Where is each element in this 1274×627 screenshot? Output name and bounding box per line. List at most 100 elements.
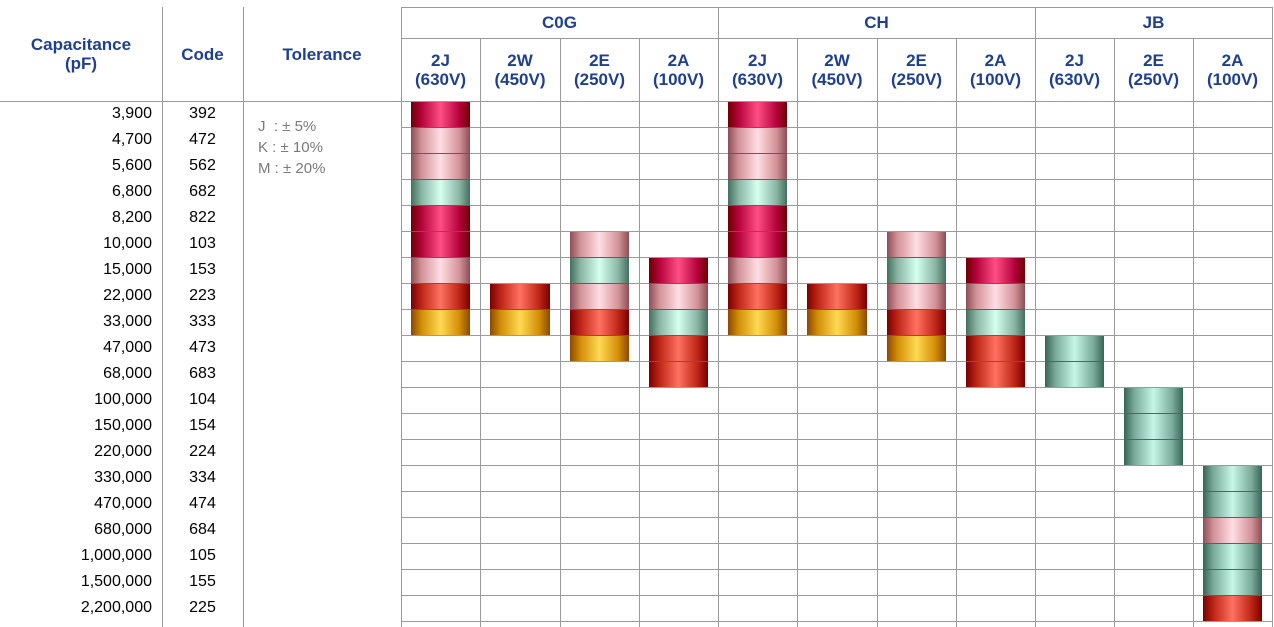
band-divider xyxy=(570,309,629,310)
availability-band xyxy=(1203,466,1262,491)
capacitance-code: 155 xyxy=(189,573,216,590)
grid-line xyxy=(401,205,1272,206)
availability-band xyxy=(1124,440,1183,465)
availability-band xyxy=(570,336,629,361)
capacitance-value: 4,700 xyxy=(111,131,152,148)
grid-line xyxy=(0,101,1272,102)
capacitance-code: 822 xyxy=(189,209,216,226)
availability-band xyxy=(411,206,470,231)
availability-band xyxy=(570,258,629,283)
header-rated-voltage: 2J (630V) xyxy=(414,50,467,89)
capacitance-code: 562 xyxy=(189,157,216,174)
band-divider xyxy=(1203,569,1262,570)
tolerance-item: M : ± 20% xyxy=(258,160,326,177)
availability-band xyxy=(1203,492,1262,517)
grid-line xyxy=(401,595,1272,596)
availability-band xyxy=(1203,544,1262,569)
capacitance-value: 470,000 xyxy=(94,495,152,512)
band-divider xyxy=(1203,491,1262,492)
capacitance-value: 8,200 xyxy=(111,209,152,226)
capacitance-code: 473 xyxy=(189,339,216,356)
grid-line xyxy=(401,38,1272,39)
grid-line xyxy=(956,38,957,627)
grid-line xyxy=(401,569,1272,570)
band-divider xyxy=(411,231,470,232)
grid-line xyxy=(1114,38,1115,627)
availability-band xyxy=(570,310,629,335)
grid-line xyxy=(797,38,798,627)
grid-line xyxy=(560,38,561,627)
header-group-ch: CH xyxy=(864,13,889,32)
band-divider xyxy=(966,309,1025,310)
availability-band xyxy=(649,258,708,283)
band-divider xyxy=(887,283,946,284)
availability-band xyxy=(411,232,470,257)
capacitance-code: 105 xyxy=(189,547,216,564)
band-divider xyxy=(728,127,787,128)
capacitance-value: 3,900 xyxy=(111,105,152,122)
band-divider xyxy=(966,283,1025,284)
capacitance-value: 10,000 xyxy=(103,235,152,252)
grid-line xyxy=(401,413,1272,414)
availability-band xyxy=(1203,596,1262,621)
capacitance-value: 1,000,000 xyxy=(80,547,152,564)
availability-band xyxy=(1045,336,1104,361)
availability-band xyxy=(570,232,629,257)
availability-band xyxy=(1203,518,1262,543)
capacitance-value: 330,000 xyxy=(94,469,152,486)
band-divider xyxy=(649,309,708,310)
availability-band xyxy=(1124,414,1183,439)
availability-band xyxy=(728,180,787,205)
band-divider xyxy=(411,309,470,310)
grid-line xyxy=(1272,7,1273,627)
header-rated-voltage: 2E (250V) xyxy=(890,50,943,89)
capacitance-value: 150,000 xyxy=(94,417,152,434)
band-divider xyxy=(411,257,470,258)
capacitance-value: 1,500,000 xyxy=(80,573,152,590)
band-divider xyxy=(966,335,1025,336)
grid-line xyxy=(401,491,1272,492)
availability-band xyxy=(887,310,946,335)
grid-line xyxy=(401,439,1272,440)
availability-band xyxy=(411,258,470,283)
availability-band xyxy=(490,310,550,335)
band-divider xyxy=(1124,413,1183,414)
band-divider xyxy=(728,283,787,284)
header-rated-voltage: 2J (630V) xyxy=(731,50,784,89)
availability-band xyxy=(490,284,550,309)
band-divider xyxy=(570,283,629,284)
capacitance-value: 6,800 xyxy=(111,183,152,200)
capacitance-value: 33,000 xyxy=(103,313,152,330)
band-divider xyxy=(649,283,708,284)
header-rated-voltage: 2W (450V) xyxy=(494,50,546,89)
availability-band xyxy=(728,232,787,257)
availability-band xyxy=(728,154,787,179)
grid-line xyxy=(401,7,402,627)
band-divider xyxy=(728,153,787,154)
band-divider xyxy=(887,257,946,258)
capacitance-value: 15,000 xyxy=(103,261,152,278)
availability-band xyxy=(887,336,946,361)
capacitance-code: 472 xyxy=(189,131,216,148)
availability-band xyxy=(966,258,1025,283)
band-divider xyxy=(411,179,470,180)
availability-band xyxy=(887,232,946,257)
band-divider xyxy=(411,153,470,154)
band-divider xyxy=(1045,361,1104,362)
availability-band xyxy=(728,258,787,283)
capacitance-code: 104 xyxy=(189,391,216,408)
capacitance-value: 2,200,000 xyxy=(80,599,152,616)
availability-band xyxy=(1045,362,1104,387)
band-divider xyxy=(728,231,787,232)
capacitance-code: 684 xyxy=(189,521,216,538)
band-divider xyxy=(728,257,787,258)
availability-band xyxy=(570,284,629,309)
capacitance-code: 682 xyxy=(189,183,216,200)
availability-band xyxy=(887,258,946,283)
grid-line xyxy=(401,335,1272,336)
header-rated-voltage: 2W (450V) xyxy=(811,50,863,89)
band-divider xyxy=(570,335,629,336)
availability-band xyxy=(728,128,787,153)
band-divider xyxy=(411,127,470,128)
tolerance-item: K : ± 10% xyxy=(258,139,323,156)
